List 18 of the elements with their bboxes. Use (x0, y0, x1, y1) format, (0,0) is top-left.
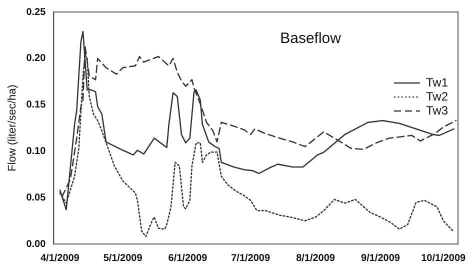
x-tick-label: 9/1/2009 (361, 252, 400, 264)
legend-label: Tw3 (426, 103, 448, 118)
y-tick-label: 0.10 (26, 146, 46, 157)
x-tick-label: 7/1/2009 (231, 252, 270, 264)
x-tick-label: 8/1/2009 (296, 252, 336, 264)
y-tick-label: 0.20 (26, 53, 46, 64)
x-tick-label: 4/1/2009 (40, 252, 80, 264)
y-tick-label: 0.15 (26, 100, 46, 111)
y-tick-label: 0.00 (26, 238, 46, 250)
y-tick-label: 0.25 (26, 6, 46, 18)
x-tick-label: 5/1/2009 (103, 252, 143, 264)
text: Baseflow (280, 30, 342, 48)
y-axis-title: Flow (liter/sec/ha) (6, 84, 19, 172)
legend-label: Tw1 (426, 75, 448, 90)
x-tick-label: 6/1/2009 (168, 252, 208, 264)
x-tick-label: 10/1/2009 (421, 252, 466, 264)
legend-label: Tw2 (426, 89, 448, 104)
y-tick-label: 0.05 (26, 192, 46, 204)
